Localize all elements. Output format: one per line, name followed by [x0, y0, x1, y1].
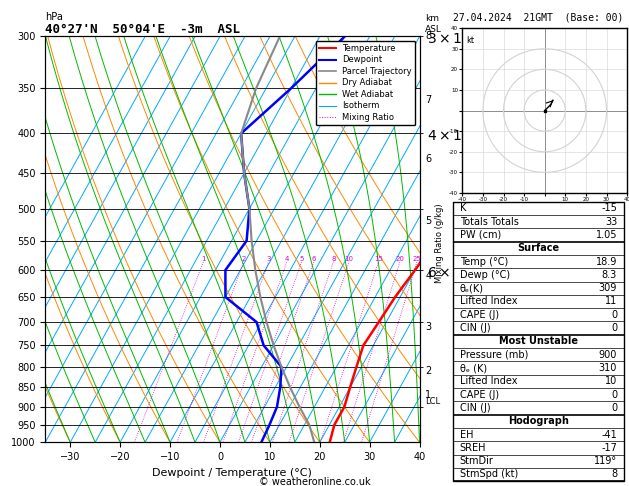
Text: Pressure (mb): Pressure (mb): [460, 350, 528, 360]
Text: θₑ(K): θₑ(K): [460, 283, 484, 293]
Text: 25: 25: [413, 256, 421, 261]
Text: Lifted Index: Lifted Index: [460, 296, 517, 307]
Text: StmSpd (kt): StmSpd (kt): [460, 469, 518, 480]
Text: 10: 10: [605, 376, 617, 386]
Text: 309: 309: [599, 283, 617, 293]
Text: Hodograph: Hodograph: [508, 416, 569, 426]
Text: 5: 5: [299, 256, 304, 261]
Text: 10: 10: [345, 256, 353, 261]
Text: 3: 3: [267, 256, 271, 261]
Text: LCL: LCL: [425, 397, 440, 406]
Text: 8: 8: [331, 256, 336, 261]
Text: © weatheronline.co.uk: © weatheronline.co.uk: [259, 477, 370, 486]
Text: SREH: SREH: [460, 443, 486, 453]
Text: 6: 6: [311, 256, 316, 261]
Text: 15: 15: [374, 256, 383, 261]
Text: PW (cm): PW (cm): [460, 230, 501, 240]
Text: 8: 8: [611, 469, 617, 480]
Text: 18.9: 18.9: [596, 257, 617, 267]
Text: 11: 11: [605, 296, 617, 307]
Text: 310: 310: [599, 363, 617, 373]
Text: ASL: ASL: [425, 25, 442, 34]
FancyBboxPatch shape: [453, 202, 624, 481]
Text: CIN (J): CIN (J): [460, 323, 491, 333]
Text: Temp (°C): Temp (°C): [460, 257, 508, 267]
Text: 3: 3: [425, 322, 431, 332]
Text: -15: -15: [601, 203, 617, 213]
Legend: Temperature, Dewpoint, Parcel Trajectory, Dry Adiabat, Wet Adiabat, Isotherm, Mi: Temperature, Dewpoint, Parcel Trajectory…: [316, 41, 415, 125]
Text: 27.04.2024  21GMT  (Base: 00): 27.04.2024 21GMT (Base: 00): [454, 12, 623, 22]
Text: 0: 0: [611, 403, 617, 413]
Text: 4: 4: [425, 271, 431, 280]
Text: hPa: hPa: [45, 12, 63, 22]
Text: 2: 2: [242, 256, 246, 261]
Text: 0: 0: [611, 310, 617, 320]
Text: kt: kt: [467, 36, 474, 45]
Text: CAPE (J): CAPE (J): [460, 390, 499, 399]
Text: CAPE (J): CAPE (J): [460, 310, 499, 320]
Text: Surface: Surface: [518, 243, 559, 253]
Text: Totals Totals: Totals Totals: [460, 217, 518, 226]
Text: 1.05: 1.05: [596, 230, 617, 240]
Text: 8.3: 8.3: [602, 270, 617, 280]
Text: km: km: [425, 14, 439, 22]
Text: 119°: 119°: [594, 456, 617, 466]
Text: -41: -41: [601, 430, 617, 439]
Text: 33: 33: [605, 217, 617, 226]
Text: 900: 900: [599, 350, 617, 360]
Text: 2: 2: [425, 366, 431, 376]
Text: Dewp (°C): Dewp (°C): [460, 270, 510, 280]
Text: 0: 0: [611, 390, 617, 399]
Text: 0: 0: [611, 323, 617, 333]
Text: 4: 4: [285, 256, 289, 261]
Text: EH: EH: [460, 430, 473, 439]
Text: 7: 7: [425, 95, 431, 105]
Text: K: K: [460, 203, 466, 213]
Text: Mixing Ratio (g/kg): Mixing Ratio (g/kg): [435, 203, 443, 283]
Text: 1: 1: [201, 256, 206, 261]
Text: 8: 8: [425, 32, 431, 41]
Text: Most Unstable: Most Unstable: [499, 336, 578, 347]
Text: θₑ (K): θₑ (K): [460, 363, 487, 373]
Text: 20: 20: [396, 256, 404, 261]
Text: 1: 1: [425, 390, 431, 400]
Text: StmDir: StmDir: [460, 456, 494, 466]
Text: -17: -17: [601, 443, 617, 453]
X-axis label: Dewpoint / Temperature (°C): Dewpoint / Temperature (°C): [152, 468, 313, 478]
Text: CIN (J): CIN (J): [460, 403, 491, 413]
Text: 40°27'N  50°04'E  -3m  ASL: 40°27'N 50°04'E -3m ASL: [45, 23, 240, 36]
Text: 5: 5: [425, 216, 431, 226]
Text: Lifted Index: Lifted Index: [460, 376, 517, 386]
Text: 6: 6: [425, 155, 431, 164]
